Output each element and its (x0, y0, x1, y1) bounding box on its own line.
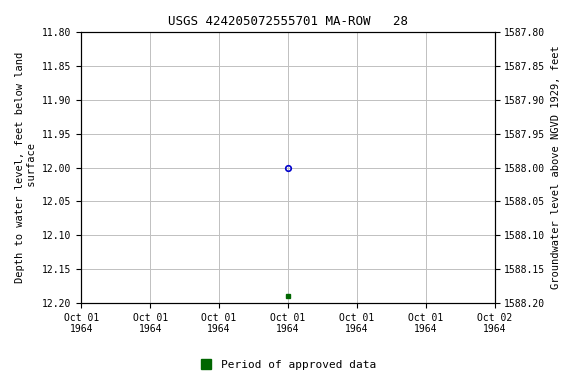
Legend: Period of approved data: Period of approved data (195, 356, 381, 375)
Y-axis label: Depth to water level, feet below land
 surface: Depth to water level, feet below land su… (15, 52, 37, 283)
Title: USGS 424205072555701 MA-ROW   28: USGS 424205072555701 MA-ROW 28 (168, 15, 408, 28)
Y-axis label: Groundwater level above NGVD 1929, feet: Groundwater level above NGVD 1929, feet (551, 46, 561, 290)
